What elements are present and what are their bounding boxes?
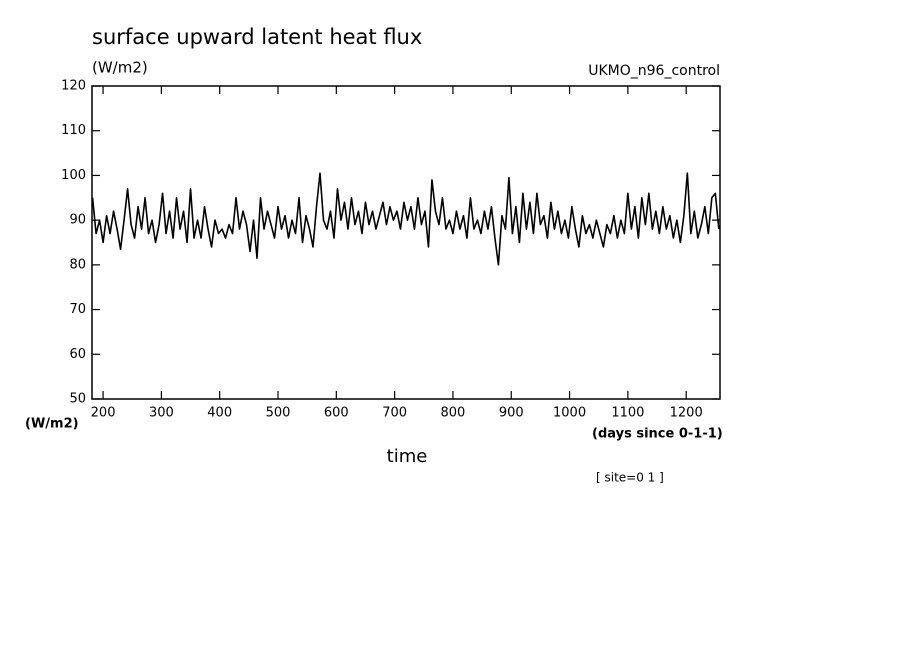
data-line <box>91 172 720 266</box>
x-units: (days since 0-1-1) <box>592 427 723 442</box>
y-tick-label: 70 <box>69 302 86 317</box>
x-tick-label: 1000 <box>553 406 586 421</box>
y-units: (W/m2) <box>92 59 148 77</box>
y-tick-label: 110 <box>61 123 86 138</box>
y-tick-label: 50 <box>69 392 86 407</box>
x-tick-label: 800 <box>441 406 466 421</box>
chart-title: surface upward latent heat flux <box>92 25 422 49</box>
y-tick-label: 100 <box>61 168 86 183</box>
x-tick-label: 1200 <box>670 406 703 421</box>
x-axis-title: time <box>387 446 428 467</box>
y-axis-units: (W/m2) <box>25 417 79 432</box>
x-tick-label: 200 <box>91 406 116 421</box>
x-tick-label: 600 <box>324 406 349 421</box>
y-tick-label: 120 <box>61 79 86 94</box>
x-tick-label: 500 <box>266 406 291 421</box>
x-tick-label: 300 <box>149 406 174 421</box>
x-tick-label: 900 <box>499 406 524 421</box>
dataset-label: UKMO_n96_control <box>588 63 720 79</box>
y-tick-label: 90 <box>69 213 86 228</box>
y-tick-label: 80 <box>69 257 86 272</box>
x-tick-label: 1100 <box>611 406 644 421</box>
subset-label: [ site=0 1 ] <box>596 471 664 485</box>
plot-frame <box>91 85 721 400</box>
x-tick-label: 400 <box>207 406 232 421</box>
y-tick-label: 60 <box>69 347 86 362</box>
x-tick-label: 700 <box>382 406 407 421</box>
